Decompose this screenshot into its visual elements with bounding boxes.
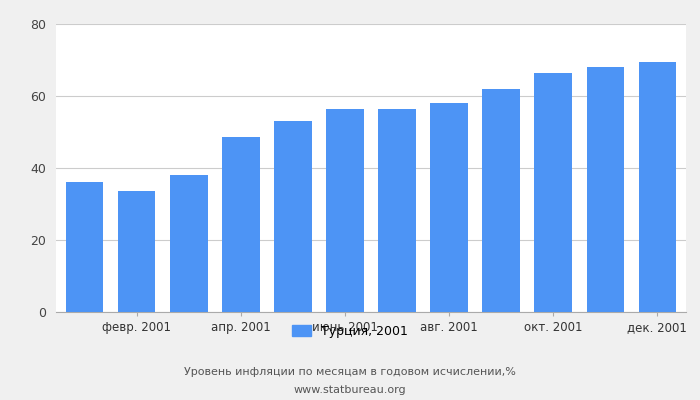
Bar xyxy=(118,191,155,312)
Bar xyxy=(430,103,468,312)
Bar xyxy=(222,137,260,312)
Bar xyxy=(587,67,624,312)
Bar xyxy=(482,89,520,312)
Bar xyxy=(326,109,364,312)
Text: www.statbureau.org: www.statbureau.org xyxy=(294,385,406,395)
Bar xyxy=(638,62,676,312)
Legend: Турция, 2001: Турция, 2001 xyxy=(292,325,408,338)
Bar xyxy=(274,121,312,312)
Bar xyxy=(170,175,207,312)
Bar xyxy=(66,182,104,312)
Text: Уровень инфляции по месяцам в годовом исчислении,%: Уровень инфляции по месяцам в годовом ис… xyxy=(184,367,516,377)
Bar xyxy=(378,109,416,312)
Bar xyxy=(535,73,572,312)
